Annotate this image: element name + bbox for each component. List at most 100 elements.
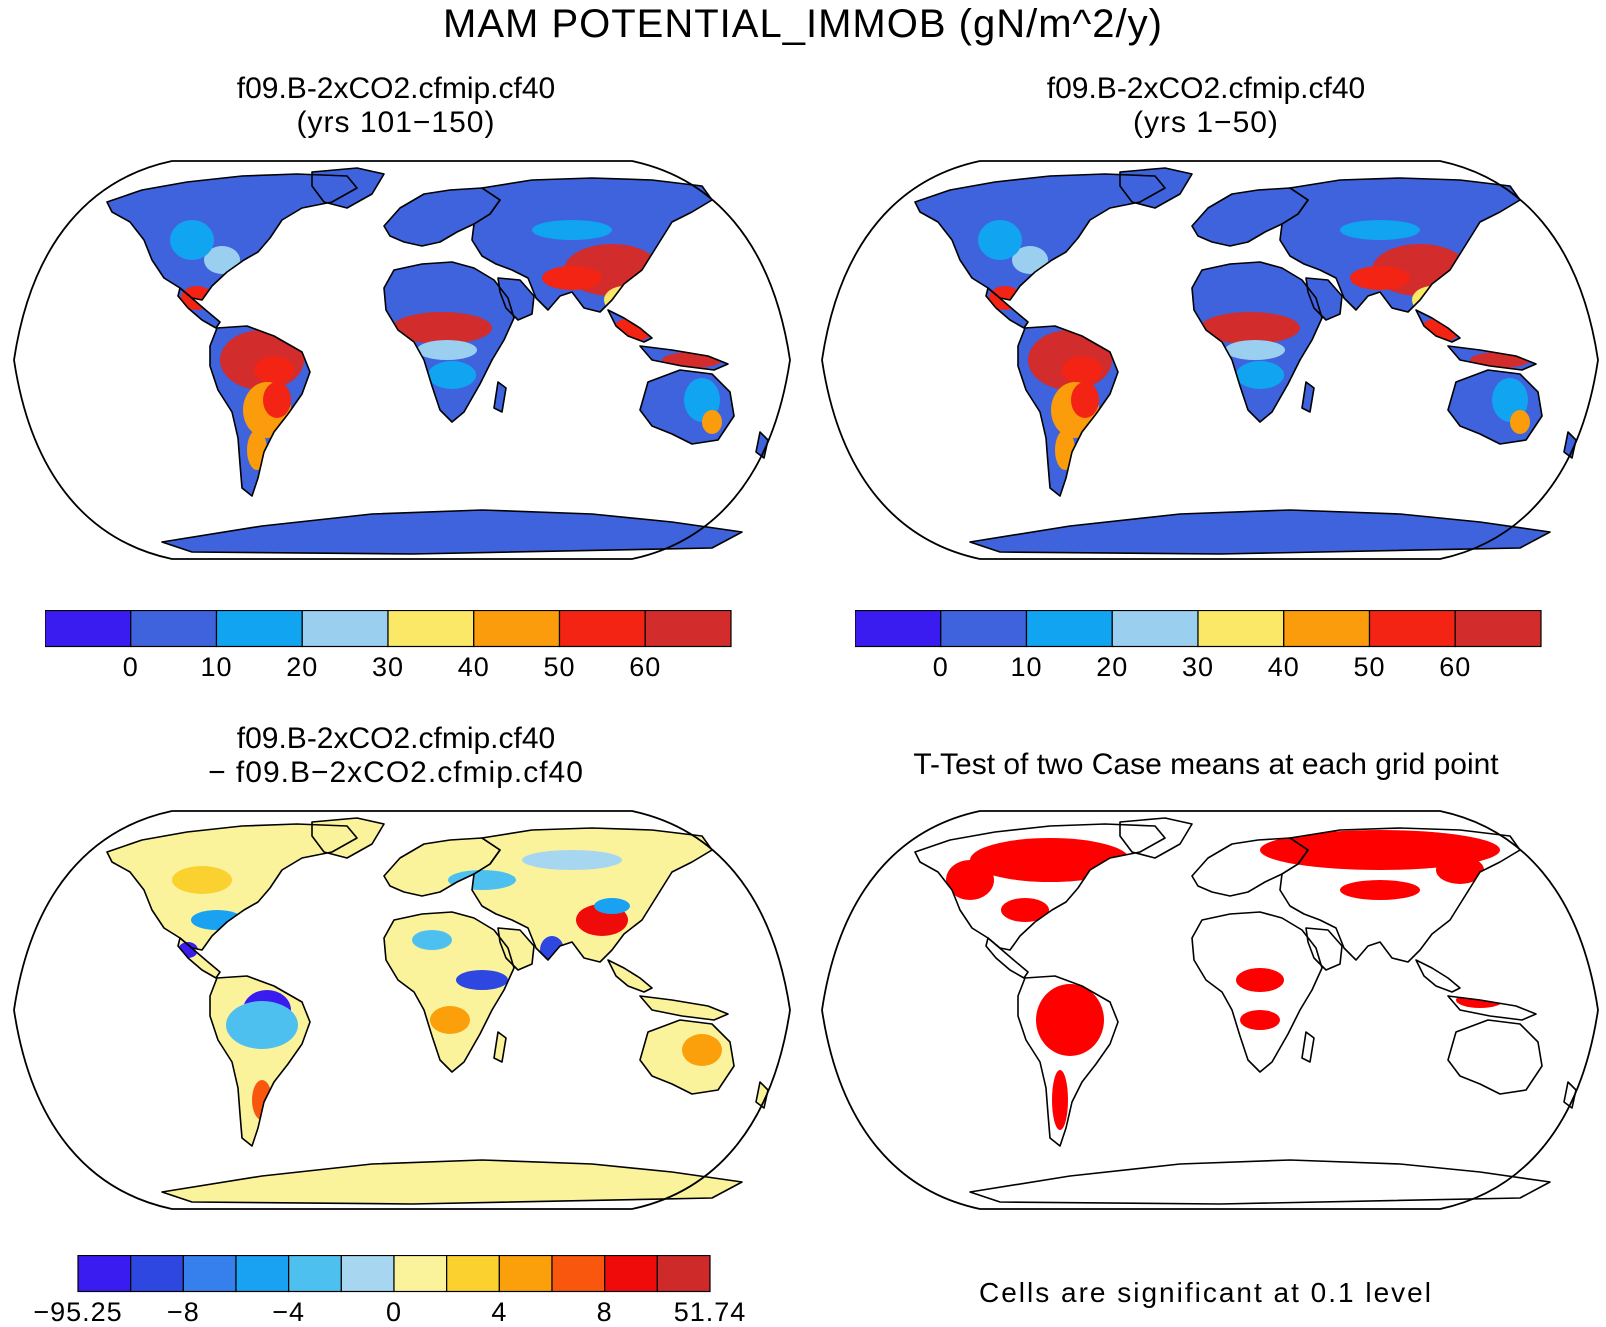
colorbar-tick-label: 20: [1096, 652, 1128, 682]
field-blob: [946, 860, 994, 900]
coastline-greenland: [1119, 817, 1193, 859]
land-asia: [472, 178, 712, 312]
colorbar-box: [130, 1255, 184, 1293]
coastline-southAmerica: [209, 325, 311, 497]
coastline-seAsia: [1415, 959, 1461, 993]
field-blob: [247, 430, 267, 470]
coastline-indonesia: [639, 995, 729, 1021]
coastline-greenland: [1119, 167, 1193, 209]
coastline-indonesia: [1447, 345, 1537, 371]
coastline-australia: [1447, 1019, 1543, 1095]
colorbar-tick-label: −95.25: [33, 1297, 122, 1327]
field-blob: [456, 970, 508, 990]
colorbar-box: [1454, 610, 1542, 648]
land-northAmerica: [915, 174, 1165, 300]
field-blob: [1036, 984, 1104, 1056]
field-blob: [417, 340, 477, 360]
coastline-northAmerica: [106, 173, 358, 301]
land-centralAmerica: [986, 938, 1028, 978]
field-blob: [204, 246, 240, 274]
field-blob: [1436, 856, 1484, 884]
land-arabia: [498, 928, 534, 970]
coastline-australia: [1447, 369, 1543, 445]
colorbar-tick-label: 30: [372, 652, 404, 682]
colorbar-box: [473, 610, 561, 648]
coastline-madagascar: [493, 381, 507, 413]
field-blob: [1350, 266, 1410, 290]
land-asia: [1280, 178, 1520, 312]
land-greenland: [1120, 168, 1192, 208]
field-blob: [430, 1006, 470, 1034]
colorbar-box: [387, 610, 475, 648]
field-blob: [191, 910, 243, 930]
colorbar-tick-label: 0: [386, 1297, 402, 1327]
coastline-nz: [755, 431, 769, 459]
field-blob: [542, 266, 602, 290]
colorbar-box: [288, 1255, 342, 1293]
significance-note: Cells are significant at 0.1 level: [979, 1277, 1433, 1308]
colorbar-tick-label: −8: [167, 1297, 200, 1327]
land-seAsia: [1416, 960, 1460, 992]
coastline-asia: [1279, 827, 1521, 963]
colorbar-tick-label: 20: [286, 652, 318, 682]
colorbar-box: [1368, 610, 1456, 648]
field-blob: [1260, 830, 1500, 870]
map-top-right: [820, 160, 1600, 560]
colorbar-top-left: 0 10 20 30 40 50 60: [45, 610, 785, 685]
colorbar-box: [446, 1255, 500, 1293]
map-border: [13, 810, 791, 1210]
field-blob: [448, 870, 516, 890]
colorbar-tick-label: 50: [543, 652, 575, 682]
coastline-madagascar: [1301, 381, 1315, 413]
colorbar-tick-label: 4: [491, 1297, 507, 1327]
land-africa: [384, 912, 514, 1072]
field-blob: [172, 866, 232, 894]
field-blob: [540, 936, 564, 964]
coastline-antarctica: [161, 509, 743, 555]
colorbar-box: [77, 1255, 132, 1293]
field-blob: [1510, 410, 1530, 434]
field-blob: [1240, 1010, 1280, 1030]
land-australia: [1448, 1020, 1542, 1094]
colorbar-box: [1025, 610, 1113, 648]
field-blob: [1200, 312, 1300, 344]
colorbar-box: [1197, 610, 1285, 648]
colorbar-tick-label: 40: [1268, 652, 1300, 682]
land-arabia: [1306, 928, 1342, 970]
colorbar-box: [1283, 610, 1371, 648]
colorbar-tick-label: 0: [123, 652, 139, 682]
land-greenland: [1120, 818, 1192, 858]
coastline-antarctica: [161, 1159, 743, 1205]
coastline-africa: [383, 261, 515, 423]
colorbar-box: [45, 610, 132, 648]
field-blob: [1071, 382, 1099, 418]
coastline-centralAmerica: [177, 937, 221, 979]
coastline-centralAmerica: [177, 287, 221, 329]
coastline-northAmerica: [914, 173, 1166, 301]
panel-title-bottom-left-line2: − f09.B−2xCO2.cfmip.cf40: [208, 756, 584, 789]
field-blob: [682, 1034, 722, 1066]
land-europe: [384, 838, 500, 896]
colorbar-tick-label: 50: [1353, 652, 1385, 682]
colorbar-tick-label: 51.74: [674, 1297, 747, 1327]
coastline-arabia: [1305, 927, 1343, 971]
field-blob: [594, 898, 630, 914]
colorbar-bottom-left: −95.25 −8 −4 0 4 8 51.74: [20, 1255, 780, 1327]
field-blob: [428, 361, 476, 389]
field-blob: [1412, 286, 1452, 314]
land-seAsia: [608, 960, 652, 992]
coastline-asia: [471, 177, 713, 313]
coastline-madagascar: [493, 1031, 507, 1063]
land-greenland: [312, 168, 384, 208]
field-blob: [1062, 356, 1102, 384]
field-blob: [1420, 318, 1460, 342]
field-blob: [1470, 352, 1530, 368]
panel-title-bottom-left-line1: f09.B-2xCO2.cfmip.cf40: [236, 722, 556, 755]
colorbar-box: [1111, 610, 1199, 648]
land-greenland: [312, 818, 384, 858]
colorbar-box: [558, 610, 646, 648]
field-blob: [170, 220, 214, 260]
coastline-indonesia: [1447, 995, 1537, 1021]
coastline-africa: [383, 911, 515, 1073]
coastline-antarctica: [969, 509, 1551, 555]
